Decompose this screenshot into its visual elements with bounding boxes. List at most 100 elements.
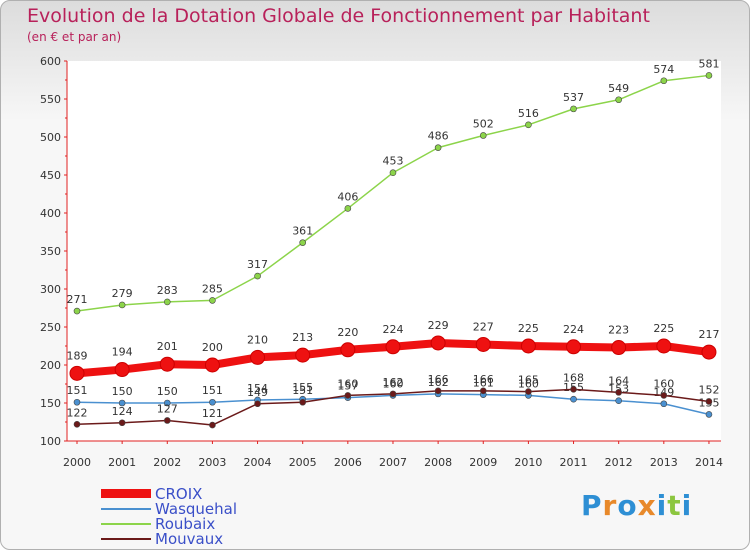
x-tick-label: 2006 [334,456,362,469]
data-point [204,357,220,373]
data-point [434,144,442,151]
legend-label: Roubaix [155,515,216,533]
data-point [570,105,577,113]
data-point [479,387,487,395]
data-point [163,417,171,424]
data-point [570,395,577,403]
x-tick-label: 2013 [650,456,678,469]
y-tick-label: 150 [40,397,61,410]
data-label: 151 [202,384,223,397]
data-label: 194 [112,346,133,359]
data-label: 165 [518,374,539,387]
data-label: 160 [518,377,539,390]
legend-label: Wasquehal [155,500,238,518]
data-point [299,398,307,406]
x-tick-label: 2002 [153,456,181,469]
data-point [615,389,622,396]
data-label: 124 [112,405,133,418]
data-label: 160 [337,377,358,390]
data-label: 537 [563,91,584,104]
proxiti-logo: Proxiti [581,489,692,522]
data-label: 151 [67,384,88,397]
data-point [118,301,126,309]
data-point [118,419,126,427]
logo-letter: x [637,489,657,522]
data-label: 317 [247,258,268,271]
data-point [344,392,352,399]
data-point [73,398,81,406]
data-label: 225 [518,322,539,335]
data-label: 223 [608,324,629,337]
data-point [254,272,261,280]
data-label: 227 [473,320,494,333]
data-label: 161 [473,377,494,390]
data-point [389,169,397,177]
x-tick-label: 2012 [605,456,633,469]
x-tick-label: 2004 [244,456,272,469]
data-label: 285 [202,282,223,295]
data-label: 166 [428,373,449,386]
data-point [656,338,672,354]
data-label: 453 [382,155,403,168]
data-label: 152 [698,383,719,396]
x-tick-label: 2009 [469,456,497,469]
data-label: 162 [382,376,403,389]
y-tick-label: 250 [40,321,61,334]
data-label: 189 [67,349,88,362]
data-label: 224 [382,323,403,336]
data-label: 154 [247,382,268,395]
x-tick-label: 2007 [379,456,407,469]
chart-subtitle: (en € et par an) [27,30,122,44]
data-label: 151 [292,384,313,397]
y-tick-label: 600 [40,55,61,68]
y-tick-label: 300 [40,283,61,296]
data-label: 166 [473,373,494,386]
data-label: 149 [247,386,268,399]
data-point [385,339,401,355]
data-label: 160 [653,377,674,390]
data-point [660,400,668,408]
y-tick-label: 100 [40,435,61,448]
data-point [209,398,216,406]
data-label: 121 [202,407,223,420]
data-label: 486 [428,130,449,143]
legend-swatch [101,508,151,510]
data-point [705,72,713,79]
data-point [389,390,397,398]
data-label: 164 [608,374,629,387]
data-point [525,121,532,129]
x-tick-label: 2010 [514,456,542,469]
data-point [209,421,216,429]
logo-letter: i [656,489,668,522]
x-tick-label: 2003 [198,456,226,469]
data-point [118,399,126,407]
data-label: 283 [157,284,178,297]
data-point [566,339,582,355]
data-point [295,347,311,363]
data-label: 210 [247,333,268,346]
legend-swatch [101,489,151,498]
x-tick-label: 2014 [695,456,723,469]
chart-title: Evolution de la Dotation Globale de Fonc… [27,5,650,27]
data-point [611,340,627,356]
data-label: 502 [473,117,494,130]
data-label: 581 [698,57,719,70]
data-label: 157 [337,380,358,393]
data-label: 150 [157,385,178,398]
data-point [615,397,622,405]
y-tick-label: 550 [40,93,61,106]
logo-letter: P [581,489,603,522]
data-point [660,77,668,85]
logo-letter: t [667,489,682,522]
data-label: 127 [157,402,178,415]
legend-label: CROIX [155,485,203,503]
x-tick-label: 2008 [424,456,452,469]
data-label: 168 [563,371,584,384]
data-label: 220 [337,326,358,339]
x-tick-label: 2011 [560,456,588,469]
y-tick-label: 350 [40,245,61,258]
legend-swatch [101,538,151,540]
data-point [299,239,307,246]
